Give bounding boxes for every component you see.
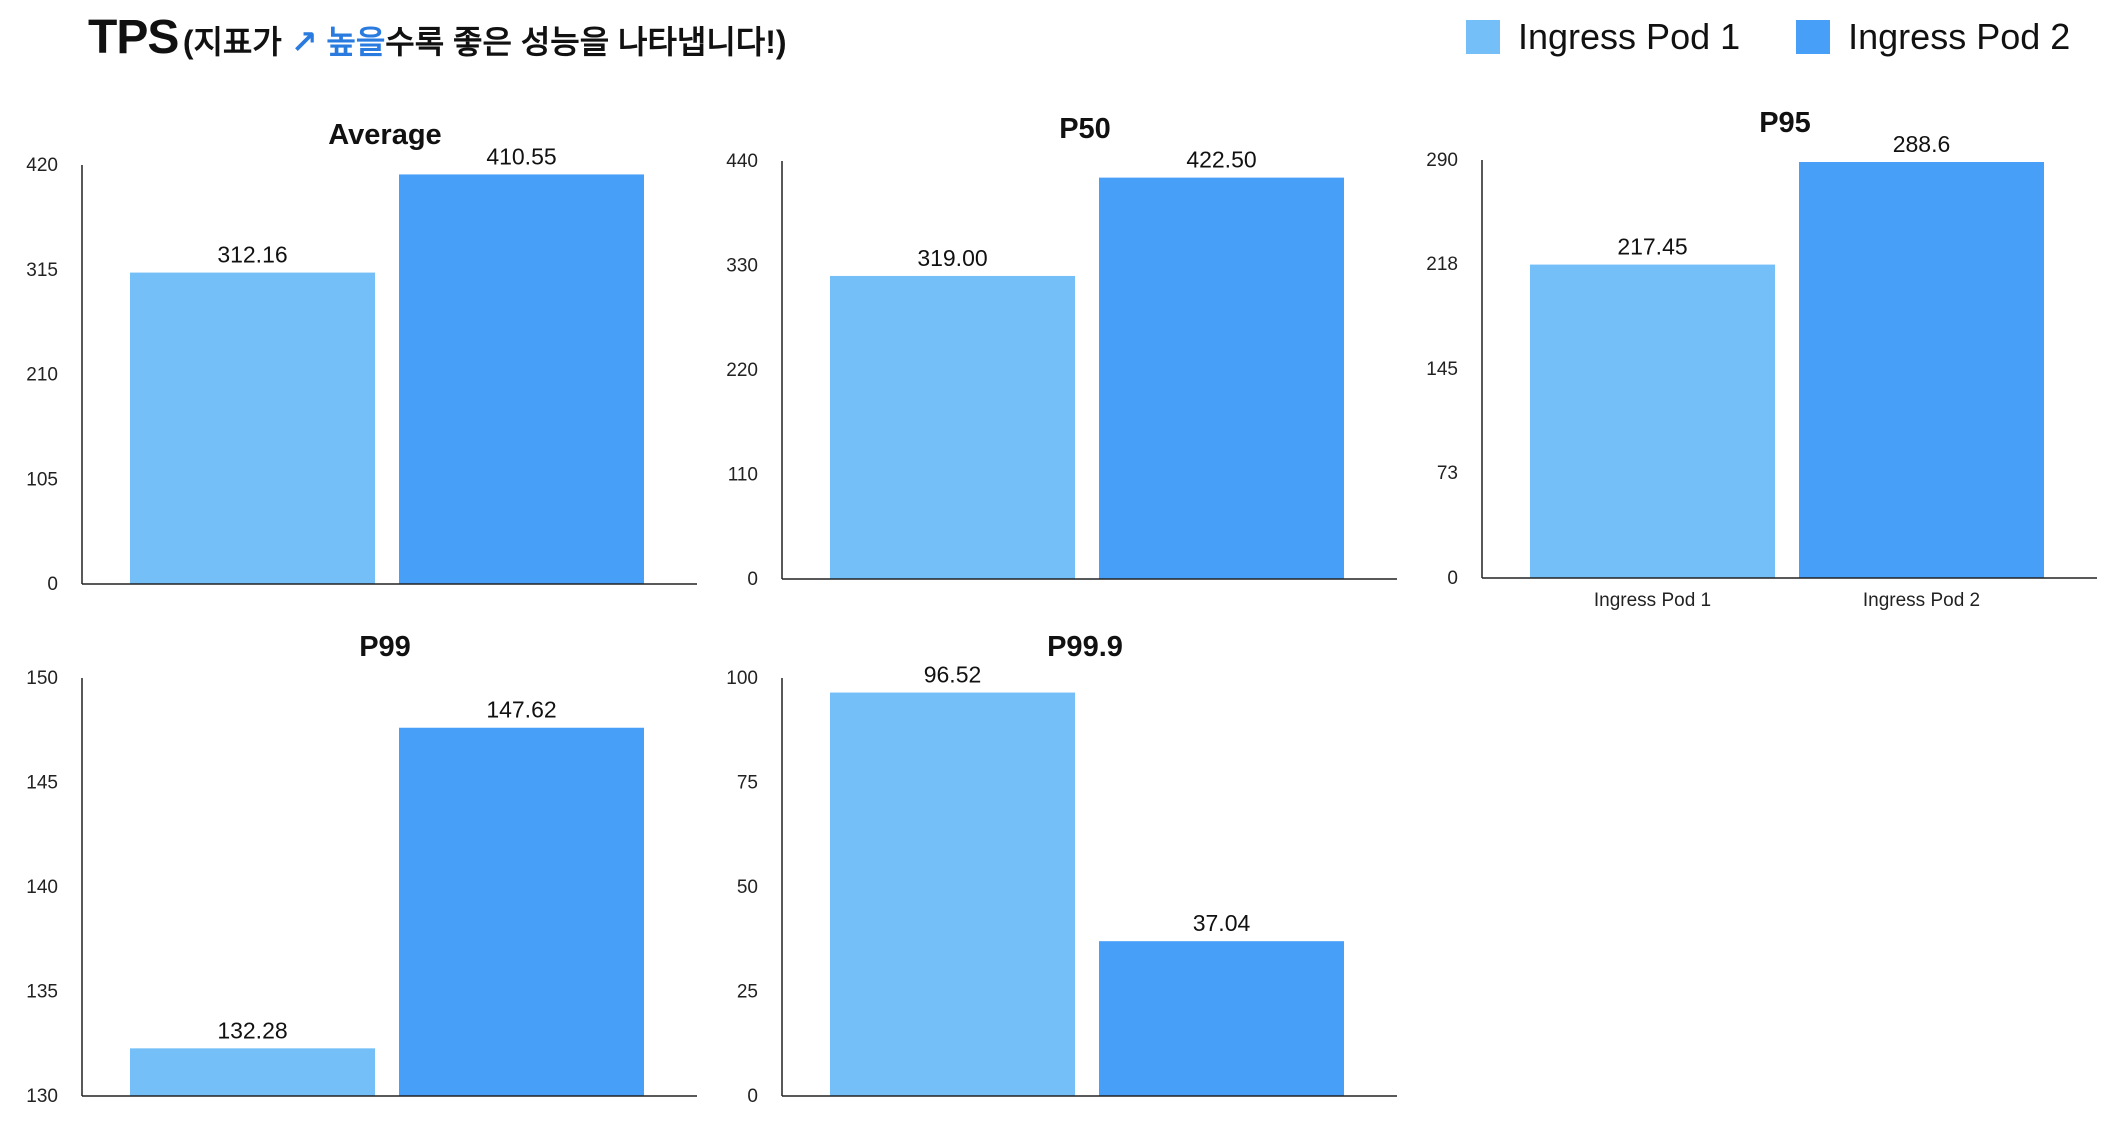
- data-label: 96.52: [924, 662, 982, 688]
- y-tick-label: 290: [1426, 150, 1458, 171]
- y-tick-label: 50: [737, 877, 758, 898]
- legend-item-pod-1: Ingress Pod 1: [1466, 16, 1740, 58]
- y-tick-label: 0: [747, 1086, 758, 1107]
- y-tick-label: 130: [26, 1086, 58, 1107]
- legend-item-pod-2: Ingress Pod 2: [1796, 16, 2070, 58]
- y-tick-label: 75: [737, 773, 758, 794]
- data-label: 312.16: [217, 242, 287, 268]
- data-label: 319.00: [917, 245, 987, 271]
- chart-2: P50 0 110 220 330 440 319.00 422.50: [726, 113, 1397, 590]
- data-label: 37.04: [1193, 910, 1251, 936]
- legend-swatch-pod-1: [1466, 20, 1500, 54]
- data-label: 132.28: [217, 1017, 287, 1043]
- bar-ingress-pod-1: [130, 1048, 375, 1096]
- bar-ingress-pod-1: [830, 275, 1075, 579]
- y-tick-label: 25: [737, 982, 758, 1003]
- bar-ingress-pod-1: [130, 272, 375, 584]
- bar-ingress-pod-2: [1799, 162, 2044, 578]
- chart-4: P99 130 135 140 145 150 132.28 147.62: [26, 631, 697, 1107]
- y-tick-label: 420: [26, 155, 58, 176]
- y-tick-label: 0: [1447, 568, 1458, 589]
- data-label: 147.62: [486, 697, 556, 723]
- title-subtitle-highlight: ↗ 높을: [290, 24, 386, 60]
- chart-title: P50: [1059, 113, 1111, 145]
- x-tick-label: Ingress Pod 1: [1594, 590, 1711, 611]
- data-label: 422.50: [1186, 147, 1256, 173]
- y-tick-label: 145: [26, 773, 58, 794]
- chart-3: P95 0 73 145 218 290 217.45 Ingress Pod 1 288.6 I…: [1426, 107, 2097, 611]
- y-tick-label: 0: [747, 569, 758, 590]
- y-tick-label: 110: [728, 465, 758, 486]
- y-tick-label: 315: [26, 260, 58, 281]
- x-tick-label: Ingress Pod 2: [1863, 590, 1980, 611]
- legend-swatch-pod-2: [1796, 20, 1831, 54]
- title-subtitle-open: (지표가: [182, 24, 291, 60]
- y-tick-label: 105: [26, 469, 58, 490]
- chart-title: P99: [359, 631, 411, 663]
- data-label: 410.55: [486, 143, 556, 169]
- bar-ingress-pod-2: [399, 174, 644, 585]
- data-label: 217.45: [1617, 234, 1687, 260]
- y-tick-label: 210: [26, 365, 58, 386]
- chart-1: Average 0 105 210 315 420 312.16 410.55: [26, 119, 697, 595]
- y-tick-label: 150: [26, 668, 58, 689]
- legend-label-pod-2: Ingress Pod 2: [1848, 16, 2071, 57]
- y-tick-label: 140: [26, 877, 58, 898]
- chart-title: Average: [328, 119, 441, 151]
- bar-ingress-pod-2: [399, 727, 644, 1096]
- chart-title: P95: [1759, 107, 1811, 139]
- y-tick-label: 220: [726, 360, 758, 381]
- data-label: 288.6: [1893, 131, 1951, 157]
- y-tick-label: 218: [1426, 254, 1458, 275]
- y-tick-label: 100: [726, 668, 758, 689]
- y-tick-label: 135: [26, 982, 58, 1003]
- bar-ingress-pod-2: [1099, 177, 1344, 579]
- title-subtitle-close: 수록 좋은 성능을 나타냅니다!): [385, 24, 787, 60]
- y-tick-label: 145: [1426, 359, 1458, 380]
- y-tick-label: 0: [47, 574, 58, 595]
- bar-ingress-pod-1: [830, 692, 1075, 1096]
- bar-ingress-pod-1: [1530, 264, 1775, 578]
- legend: Ingress Pod 1 Ingress Pod 2: [1466, 16, 2070, 58]
- y-tick-label: 440: [726, 151, 758, 172]
- title-main: TPS: [88, 11, 179, 64]
- y-tick-label: 73: [1437, 463, 1458, 484]
- legend-label-pod-1: Ingress Pod 1: [1518, 16, 1741, 57]
- chart-title: P99.9: [1047, 631, 1123, 663]
- bar-ingress-pod-2: [1099, 941, 1344, 1096]
- chart-5: P99.9 0 25 50 75 100 96.52 37.04: [726, 631, 1397, 1107]
- page-title: TPS (지표가 ↗ 높을수록 좋은 성능을 나타냅니다!): [88, 10, 787, 65]
- y-tick-label: 330: [726, 256, 758, 277]
